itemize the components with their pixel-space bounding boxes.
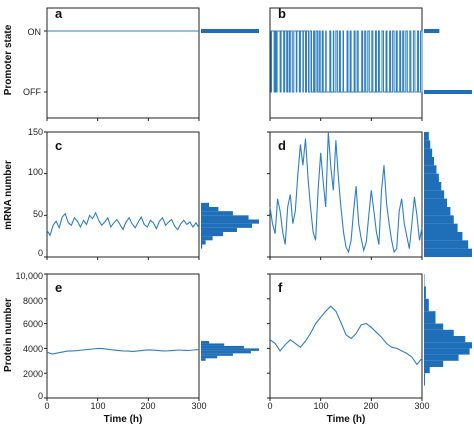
xlabel-left: Time (h) — [104, 414, 143, 425]
panel-f-hist-bar — [424, 311, 436, 324]
panel-c-trace — [46, 211, 200, 237]
panel-c-hist-bar — [201, 207, 219, 212]
panel-d-hist-bar — [424, 132, 429, 141]
panel-d-hist-bar — [424, 232, 463, 241]
panel-e-hist-bar — [201, 358, 206, 361]
panel-e-hist-bar — [201, 343, 225, 346]
panel-f-hist-bar — [424, 354, 459, 361]
panel-c-hist-bar — [201, 227, 237, 232]
panel-f-hist-bar — [424, 286, 426, 299]
row-label-promoter: Promoter state — [3, 24, 14, 95]
panel-e-hist-bar — [201, 340, 210, 344]
panel-f-hist-bar — [424, 360, 444, 367]
tick-mrna-50: 50 — [33, 209, 43, 219]
tick-time-r-0: 0 — [267, 401, 272, 411]
panel-e-hist-bar — [201, 348, 259, 351]
panel-e-hist-bar — [201, 350, 251, 354]
tick-time-l-0: 0 — [44, 401, 49, 411]
panel-c-hist-bar — [201, 211, 233, 216]
tick-time-l-100: 100 — [90, 401, 105, 411]
panel-b-hist-off — [424, 90, 472, 94]
panel-label-c: c — [55, 138, 62, 153]
panel-c-hist-bar — [201, 202, 210, 207]
panel-f-frame — [269, 273, 423, 399]
panel-label-f: f — [278, 280, 283, 295]
panel-f-hist-bar — [424, 367, 430, 374]
panel-label-a: a — [55, 6, 63, 21]
panel-c-hist-bar — [201, 232, 224, 237]
panel-d-hist-bar — [424, 173, 439, 182]
panel-d-hist-bar — [424, 207, 451, 216]
tick-protein-10000: 10,000 — [15, 271, 43, 281]
panel-d-frame — [269, 131, 423, 258]
xlabel-right: Time (h) — [327, 414, 366, 425]
panel-e-frame — [46, 273, 200, 399]
tick-off: OFF — [23, 87, 41, 97]
panel-f-hist-bar — [424, 329, 454, 336]
panel-d-trace — [269, 131, 423, 254]
panel-d-hist-bar — [424, 140, 431, 149]
tick-mrna-0: 0 — [38, 248, 43, 258]
panel-f-hist-bar — [424, 373, 425, 386]
tick-time-r-300: 300 — [414, 401, 429, 411]
tick-protein-6000: 6000 — [23, 319, 43, 329]
tick-on: ON — [28, 27, 42, 37]
panel-d-hist-bar — [424, 190, 445, 199]
panel-e-hist-bar — [201, 353, 233, 356]
panel-label-d: d — [278, 138, 286, 153]
tick-protein-8000: 8000 — [23, 296, 43, 306]
panel-a-frame — [46, 7, 200, 119]
panel-c-hist-bar — [201, 240, 206, 245]
panel-f-trace — [269, 305, 423, 366]
panel-d-hist-bar — [424, 198, 448, 207]
panel-f-hist-bar — [424, 298, 429, 312]
panel-c-hist-bar — [201, 244, 203, 249]
panel-f-hist-bar — [424, 348, 470, 355]
tick-protein-4000: 4000 — [23, 344, 43, 354]
panel-b-hist-on — [424, 29, 440, 33]
tick-time-r-100: 100 — [313, 401, 328, 411]
panel-d-hist-bar — [424, 215, 454, 224]
panel-c-frame — [46, 131, 200, 258]
panel-d-hist-bar — [424, 248, 472, 257]
panel-f-hist-bar — [424, 323, 444, 330]
row-label-protein: Protein number — [3, 298, 14, 372]
panel-d-hist-bar — [424, 157, 435, 166]
tick-time-l-200: 200 — [140, 401, 155, 411]
panel-d-hist-bar — [424, 223, 458, 232]
panel-c-hist-bar — [201, 219, 259, 224]
panel-b-trace — [270, 30, 423, 93]
panel-e-hist-bar — [201, 345, 244, 349]
panel-label-b: b — [278, 6, 286, 21]
panel-d-hist-bar — [424, 148, 433, 157]
panel-d-hist-bar — [424, 182, 442, 191]
panel-label-e: e — [55, 280, 62, 295]
tick-protein-2000: 2000 — [23, 369, 43, 379]
tick-time-r-200: 200 — [363, 401, 378, 411]
panel-c-hist-bar — [201, 236, 213, 241]
row-label-mrna: mRNA number — [3, 160, 14, 230]
panel-e-hist-bar — [201, 355, 218, 359]
panel-d-hist-bar — [424, 165, 437, 174]
panel-f-hist-bar — [424, 336, 466, 343]
panel-a-hist-on — [201, 29, 259, 33]
panel-f-hist-bar — [424, 342, 472, 349]
panel-c-hist-bar — [201, 215, 249, 220]
panel-e-trace — [46, 347, 200, 355]
panel-c-hist-bar — [201, 223, 253, 228]
tick-mrna-100: 100 — [28, 167, 43, 177]
panel-d-hist-bar — [424, 240, 469, 249]
tick-protein-0: 0 — [38, 391, 43, 401]
tick-time-l-300: 300 — [191, 401, 206, 411]
tick-mrna-150: 150 — [28, 127, 43, 137]
